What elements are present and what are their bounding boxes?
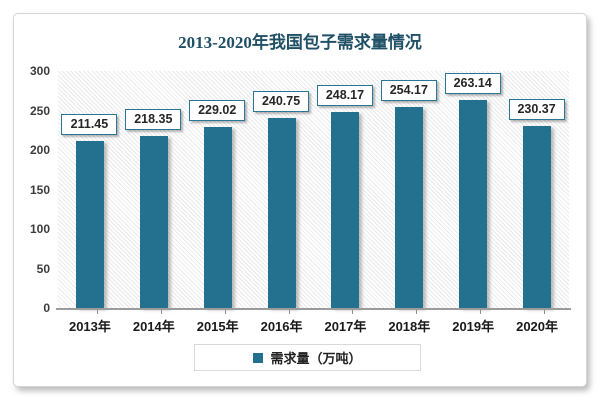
- x-axis-label: 2017年: [324, 319, 367, 334]
- x-axis-tick: [544, 310, 546, 314]
- x-axis-tick: [224, 310, 226, 314]
- bar-2014年: [139, 135, 168, 308]
- y-axis-tick-label: 100: [29, 222, 50, 236]
- bar-2016年: [267, 117, 296, 308]
- legend: 需求量（万吨）: [194, 344, 421, 371]
- x-axis-label: 2020年: [516, 319, 559, 334]
- legend-label: 需求量（万吨）: [270, 351, 362, 366]
- value-label: 229.02: [189, 100, 246, 122]
- x-axis-tick: [160, 310, 162, 314]
- y-axis-tick-label: 150: [29, 182, 50, 197]
- x-axis-tick: [96, 310, 98, 314]
- chart-card: 2013-2020年我国包子需求量情况 0 50 100 150 200 250 300 2…: [13, 13, 587, 387]
- value-label: 230.37: [508, 99, 565, 121]
- bar-2020年: [523, 126, 552, 308]
- legend-marker-square: [253, 352, 264, 363]
- y-axis-tick-label: 200: [29, 143, 50, 157]
- x-axis-tick: [288, 310, 290, 314]
- y-axis-tick-label: 300: [29, 64, 50, 78]
- bar-2017年: [331, 111, 360, 308]
- value-label: 254.17: [380, 80, 437, 102]
- x-axis-label: 2014年: [132, 319, 175, 334]
- x-axis-label: 2018年: [388, 319, 431, 334]
- plot-area: 211.45 218.35 229.02 240.75 248.17 254.17 263.…: [58, 71, 569, 308]
- bar-2019年: [459, 100, 488, 308]
- bar-2013年: [75, 140, 104, 308]
- x-axis-label: 2016年: [260, 319, 303, 334]
- y-axis-tick-label: 250: [29, 103, 50, 118]
- x-axis-label: 2013年: [68, 319, 111, 334]
- x-axis-line: [56, 308, 571, 310]
- x-axis-label: 2015年: [196, 319, 239, 334]
- x-axis-tick: [352, 310, 354, 314]
- x-axis-label: 2019年: [452, 319, 495, 334]
- value-label: 218.35: [125, 108, 182, 130]
- y-axis-tick-label: 0: [43, 301, 50, 315]
- value-label: 248.17: [316, 84, 373, 106]
- bar-2015年: [203, 127, 232, 308]
- value-label: 240.75: [253, 90, 310, 112]
- y-axis-tick-label: 50: [36, 261, 50, 276]
- value-label: 211.45: [61, 113, 118, 135]
- chart-title: 2013-2020年我国包子需求量情况: [178, 33, 422, 52]
- x-axis-tick: [416, 310, 418, 314]
- value-label: 263.14: [444, 73, 501, 95]
- bar-2018年: [395, 107, 424, 308]
- x-axis-tick: [480, 310, 482, 314]
